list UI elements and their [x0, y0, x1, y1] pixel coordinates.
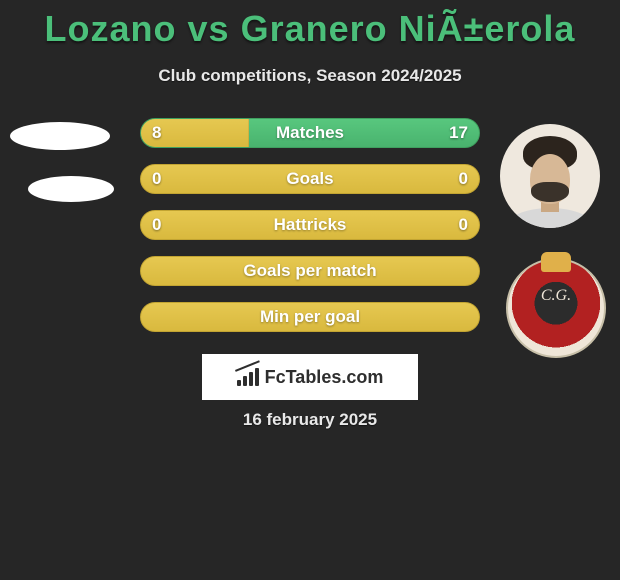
subtitle: Club competitions, Season 2024/2025 — [0, 66, 620, 86]
date-label: 16 february 2025 — [0, 410, 620, 430]
stat-value-right: 17 — [449, 118, 468, 148]
stat-row-matches: Matches 8 17 — [0, 110, 620, 156]
stat-label: Min per goal — [260, 307, 360, 327]
page-title: Lozano vs Granero NiÃ±erola — [0, 0, 620, 50]
stat-pill: Goals per match — [140, 256, 480, 286]
stat-label: Hattricks — [274, 215, 347, 235]
stats-table: Matches 8 17 Goals 0 0 Hattricks 0 0 Goa… — [0, 110, 620, 340]
stat-row-goals: Goals 0 0 — [0, 156, 620, 202]
stat-label: Matches — [276, 123, 344, 143]
stat-pill: Min per goal — [140, 302, 480, 332]
stat-row-hattricks: Hattricks 0 0 — [0, 202, 620, 248]
bar-chart-icon — [237, 368, 259, 386]
stat-row-min-per-goal: Min per goal — [0, 294, 620, 340]
stat-row-goals-per-match: Goals per match — [0, 248, 620, 294]
stat-pill: Matches — [140, 118, 480, 148]
stat-label: Goals — [286, 169, 333, 189]
stat-pill: Goals — [140, 164, 480, 194]
stat-value-left: 0 — [152, 164, 161, 194]
brand-text: FcTables.com — [265, 367, 384, 388]
stat-label: Goals per match — [243, 261, 376, 281]
stat-value-right: 0 — [459, 164, 468, 194]
brand-link[interactable]: FcTables.com — [202, 354, 418, 400]
stat-value-right: 0 — [459, 210, 468, 240]
stat-pill: Hattricks — [140, 210, 480, 240]
stat-value-left: 8 — [152, 118, 161, 148]
stat-value-left: 0 — [152, 210, 161, 240]
